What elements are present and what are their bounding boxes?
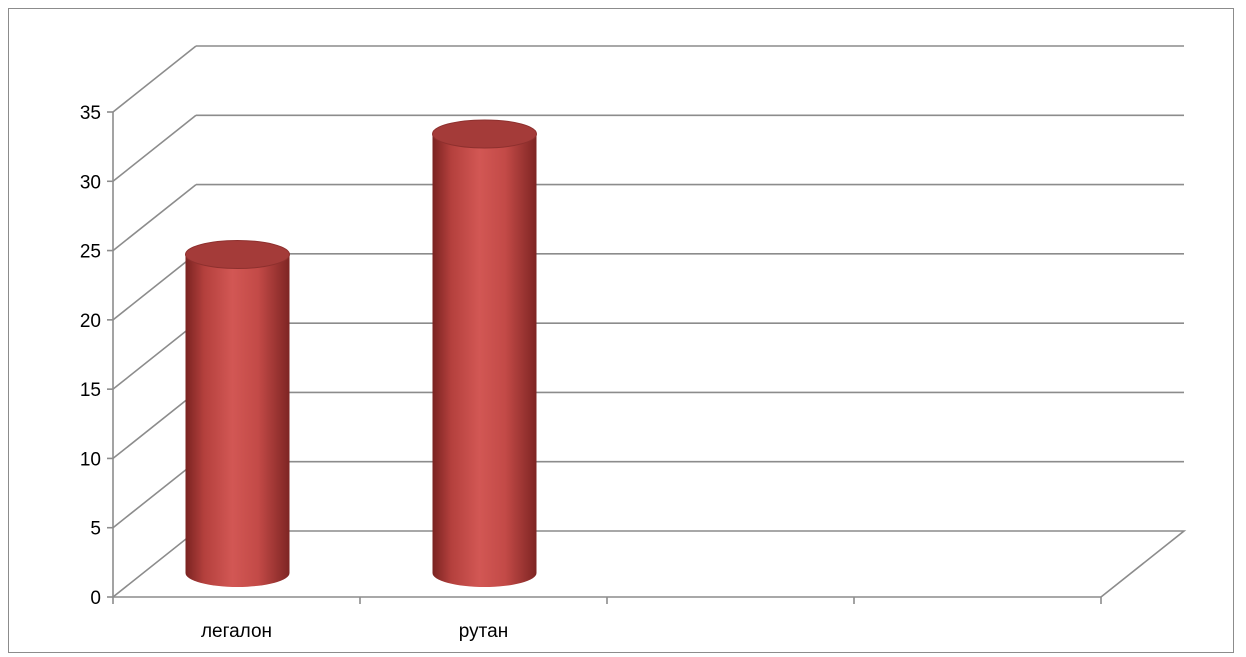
- axis-labels: 0 5 10 15 20 25 30 35 легалон рутан: [80, 103, 508, 642]
- bar-body: [432, 133, 537, 587]
- y-tick-label: 25: [80, 242, 101, 263]
- bar-top: [185, 240, 290, 269]
- bar-body: [185, 254, 290, 587]
- bar: [185, 240, 290, 587]
- side-gridline: [112, 114, 197, 182]
- y-tick-label: 30: [80, 172, 101, 193]
- side-gridline: [112, 253, 197, 321]
- y-tick-label: 35: [80, 103, 101, 124]
- side-gridline: [112, 322, 197, 390]
- bars: [185, 119, 537, 587]
- y-tick-label: 5: [90, 519, 101, 540]
- y-tick-label: 20: [80, 311, 101, 332]
- side-gridline: [112, 183, 197, 252]
- bar-top: [432, 119, 537, 149]
- y-tick-label: 15: [80, 380, 101, 401]
- bar: [432, 119, 537, 587]
- side-gridline: [112, 45, 197, 113]
- gridlines: [112, 45, 1184, 529]
- y-tick-label: 10: [80, 449, 101, 470]
- axes: [107, 111, 1187, 604]
- y-tick-label: 0: [90, 588, 101, 609]
- side-gridline: [112, 391, 197, 460]
- side-gridline: [112, 461, 197, 529]
- floor-outline: [112, 530, 1187, 598]
- x-category-label: легалон: [201, 621, 272, 642]
- x-category-label: рутан: [459, 621, 508, 642]
